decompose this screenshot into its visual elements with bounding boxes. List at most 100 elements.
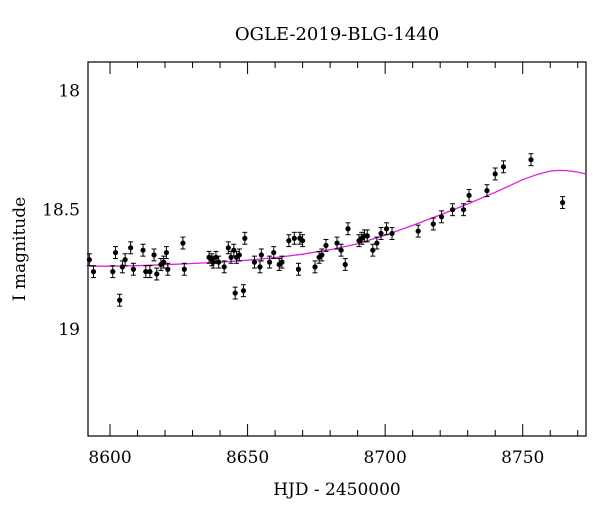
point-marker: [165, 266, 171, 272]
y-axis-label: I magnitude: [10, 197, 30, 301]
data-point: [180, 236, 186, 250]
point-marker: [338, 247, 344, 253]
data-point: [271, 246, 277, 260]
point-marker: [449, 207, 456, 213]
data-point: [225, 241, 231, 255]
point-marker: [528, 157, 534, 163]
data-point: [492, 167, 498, 181]
data-point: [242, 231, 248, 245]
data-point: [430, 217, 436, 231]
point-marker: [221, 264, 227, 270]
data-point: [216, 255, 222, 269]
point-marker: [266, 259, 273, 265]
point-marker: [228, 254, 234, 260]
point-marker: [291, 235, 297, 241]
data-point: [258, 248, 264, 262]
point-marker: [232, 290, 238, 296]
data-point: [500, 160, 507, 174]
data-point: [338, 243, 344, 257]
point-marker: [492, 171, 498, 177]
point-marker: [216, 259, 222, 265]
point-marker: [151, 252, 157, 258]
point-marker: [466, 192, 472, 199]
data-point: [295, 262, 302, 276]
chart-title: OGLE-2019-BLG-1440: [235, 24, 439, 45]
axis-ticks-layer: 8600 8650 8700 8750 18 18.5 19: [42, 62, 579, 468]
y-tick-label: 19: [58, 320, 80, 340]
point-marker: [364, 233, 370, 239]
point-marker: [257, 264, 263, 270]
point-marker: [319, 252, 325, 258]
data-point: [154, 267, 160, 281]
point-marker: [225, 245, 231, 251]
point-marker: [240, 288, 247, 294]
point-marker: [323, 242, 329, 249]
data-point: [415, 224, 421, 238]
point-marker: [383, 226, 390, 232]
data-points-layer: [86, 153, 566, 307]
point-marker: [112, 249, 119, 256]
data-point: [221, 260, 227, 274]
point-marker: [140, 247, 146, 253]
data-point: [364, 229, 370, 243]
data-point: [206, 250, 212, 264]
point-marker: [370, 247, 376, 253]
y-tick-label: 18.5: [42, 201, 80, 221]
data-point: [119, 260, 125, 274]
data-point: [151, 248, 157, 262]
data-point: [378, 227, 384, 240]
point-marker: [117, 297, 123, 303]
x-tick-label: 8700: [364, 448, 407, 468]
data-point: [240, 284, 247, 298]
data-point: [90, 265, 97, 279]
point-marker: [484, 188, 490, 194]
data-point: [319, 248, 325, 262]
y-tick-label: 18: [58, 82, 80, 102]
point-marker: [231, 247, 237, 253]
data-point: [251, 255, 258, 269]
point-marker: [110, 269, 116, 275]
point-marker: [213, 254, 219, 260]
point-marker: [128, 245, 134, 251]
data-point: [163, 246, 170, 260]
point-marker: [180, 240, 186, 246]
data-point: [231, 243, 237, 257]
data-point: [286, 234, 292, 248]
point-marker: [161, 259, 167, 265]
point-marker: [154, 271, 160, 277]
point-marker: [345, 226, 351, 232]
point-marker: [286, 238, 292, 244]
data-point: [342, 258, 348, 271]
data-point: [279, 255, 285, 269]
x-tick-label: 8650: [226, 448, 269, 468]
point-marker: [460, 207, 467, 213]
plot-frame: [87, 61, 587, 437]
point-marker: [119, 264, 125, 270]
data-point: [528, 153, 534, 167]
data-point: [147, 265, 153, 279]
data-point: [389, 227, 395, 240]
data-point: [300, 234, 306, 248]
data-point: [161, 255, 167, 269]
data-point: [236, 248, 242, 262]
point-marker: [279, 259, 285, 265]
point-marker: [438, 214, 445, 220]
point-marker: [415, 228, 421, 234]
point-marker: [143, 269, 149, 275]
data-point: [257, 260, 263, 274]
point-marker: [181, 266, 187, 272]
data-point: [117, 293, 123, 307]
data-point: [112, 246, 119, 260]
data-point: [122, 253, 128, 267]
point-marker: [312, 264, 318, 270]
x-tick-label: 8750: [501, 448, 544, 468]
data-point: [560, 196, 566, 210]
data-point: [466, 188, 472, 202]
point-marker: [147, 269, 153, 275]
point-marker: [500, 164, 507, 170]
point-marker: [210, 259, 216, 265]
data-point: [484, 184, 490, 198]
data-point: [266, 255, 273, 269]
point-marker: [271, 249, 277, 256]
